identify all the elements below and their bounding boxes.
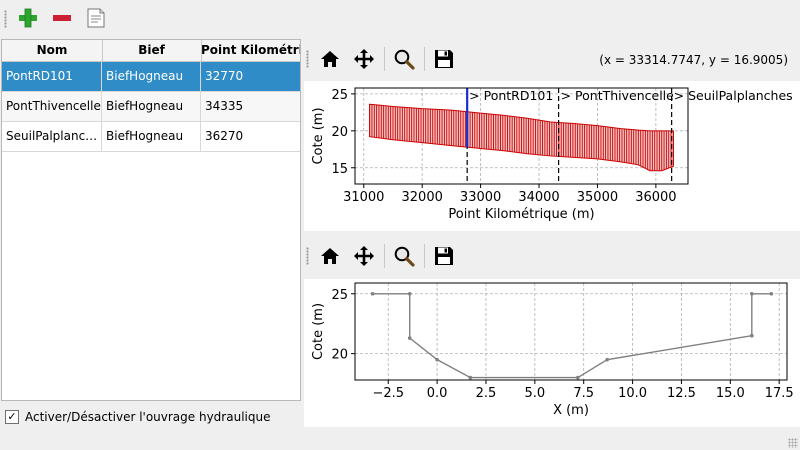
x-tick-label: 36000 (635, 190, 676, 205)
y-tick-label: 25 (331, 288, 348, 303)
cell-nom[interactable]: SeuilPalplanches (2, 122, 102, 151)
y-tick-label: 15 (331, 162, 348, 177)
cross-section-point (435, 357, 439, 362)
home-button[interactable] (318, 47, 342, 71)
table-row[interactable]: PontThivencelle BiefHogneau 34335 (2, 92, 300, 122)
home-icon (321, 51, 339, 67)
column-header-bief[interactable]: Bief (102, 40, 202, 61)
axes-frame (354, 87, 689, 185)
y-tick-label: 20 (331, 125, 348, 140)
zoom-icon (394, 246, 415, 267)
toolbar-separator (424, 244, 425, 268)
table-header: Nom Bief Point Kilométrique (2, 40, 300, 62)
cell-bief[interactable]: BiefHogneau (102, 92, 201, 121)
x-tick-label: 32000 (402, 190, 443, 205)
plot1-toolbar: (x = 33314.7747, y = 16.9005) (304, 40, 800, 78)
x-tick-label: 31000 (343, 190, 384, 205)
table-row[interactable]: PontRD101 BiefHogneau 32770 (2, 62, 300, 92)
pan-icon (354, 246, 374, 266)
toolbar-grip[interactable] (306, 50, 309, 68)
pan-icon (354, 49, 374, 69)
cross-section-point (750, 333, 754, 338)
plus-icon (19, 8, 37, 28)
toolbar-grip[interactable] (306, 247, 309, 265)
toolbar-separator (424, 47, 425, 71)
cell-pk[interactable]: 34335 (205, 99, 244, 113)
cross-section-point (769, 291, 774, 296)
cursor-coordinates: (x = 33314.7747, y = 16.9005) (599, 53, 788, 67)
cross-section-plot[interactable]: −2.5 0.0 2.5 5.0 7.5 10.0 12.5 15.0 17.5 20 25 X (m… (304, 279, 800, 427)
pan-button[interactable] (352, 47, 376, 71)
y-axis-label: Cote (m) (311, 107, 326, 164)
x-tick-label: 10.0 (618, 386, 647, 401)
x-tick-label: 5.0 (524, 386, 545, 401)
toolbar-separator (384, 244, 385, 268)
y-tick-label: 20 (331, 348, 348, 363)
save-figure-button[interactable] (432, 244, 456, 268)
cross-section-point (605, 357, 609, 362)
home-button[interactable] (318, 244, 342, 268)
x-axis-label: X (m) (553, 403, 589, 418)
cell-nom[interactable]: PontThivencelle (2, 92, 102, 121)
minus-icon (53, 15, 71, 21)
x-tick-label: 15.0 (716, 386, 745, 401)
cross-section-line (372, 293, 772, 379)
zoom-icon (394, 49, 415, 70)
table-row[interactable]: SeuilPalplanches BiefHogneau 36270 (2, 122, 300, 152)
cell-bief[interactable]: BiefHogneau (102, 62, 201, 91)
toolbar-separator (384, 47, 385, 71)
longitudinal-profile-canvas[interactable]: > PontRD101 > PontThivencelle > SeuilPalpl… (304, 81, 800, 231)
cross-section-point (468, 375, 473, 380)
x-tick-label: −2.5 (372, 386, 404, 401)
add-button[interactable] (16, 6, 40, 30)
save-icon (435, 50, 453, 68)
x-tick-label: 12.5 (667, 386, 696, 401)
x-tick-label: 35000 (577, 190, 618, 205)
document-icon (87, 8, 105, 28)
axes-frame (354, 282, 788, 381)
structures-table: Nom Bief Point Kilométrique PontRD101 Bi… (1, 39, 301, 401)
cross-section-point (407, 291, 412, 296)
plot2-toolbar (304, 237, 800, 275)
x-tick-label: 0.0 (427, 386, 448, 401)
cross-section-point (370, 291, 375, 296)
x-tick-label: 17.5 (765, 386, 794, 401)
home-icon (321, 248, 339, 264)
save-icon (435, 247, 453, 265)
zoom-button[interactable] (392, 47, 416, 71)
x-tick-label: 33000 (460, 190, 501, 205)
x-tick-label: 7.5 (573, 386, 594, 401)
edit-button[interactable] (84, 6, 108, 30)
window-resize-grip[interactable] (788, 438, 798, 448)
zoom-button[interactable] (392, 244, 416, 268)
cross-section-point (407, 336, 412, 340)
cross-section-point (576, 375, 580, 380)
remove-button[interactable] (50, 6, 74, 30)
toolbar-grip[interactable] (4, 10, 7, 28)
cell-pk[interactable]: 36270 (205, 129, 244, 143)
checkbox-label: Activer/Désactiver l'ouvrage hydraulique (25, 410, 271, 424)
y-tick-label: 25 (331, 88, 348, 103)
y-axis-label: Cote (m) (311, 303, 326, 360)
activate-structure-checkbox[interactable]: ✓ (5, 410, 19, 424)
activate-structure-checkbox-row[interactable]: ✓ Activer/Désactiver l'ouvrage hydrauliq… (5, 409, 270, 425)
cross-section-canvas[interactable]: −2.5 0.0 2.5 5.0 7.5 10.0 12.5 15.0 17.5 20 25 X (m… (304, 279, 800, 427)
x-axis-label: Point Kilométrique (m) (448, 207, 594, 222)
structure-marker-label: > SeuilPalplanches (674, 88, 793, 103)
main-toolbar (0, 0, 800, 36)
save-figure-button[interactable] (432, 47, 456, 71)
cell-bief[interactable]: BiefHogneau (102, 122, 201, 151)
cross-section-point (750, 291, 754, 296)
x-tick-label: 34000 (518, 190, 559, 205)
cell-pk[interactable]: 32770 (205, 69, 244, 83)
cell-nom[interactable]: PontRD101 (2, 62, 102, 91)
pan-button[interactable] (352, 244, 376, 268)
x-tick-label: 2.5 (476, 386, 497, 401)
column-header-pk[interactable]: Point Kilométrique (201, 40, 300, 61)
column-header-nom[interactable]: Nom (2, 40, 103, 61)
structure-marker-label: > PontThivencelle (561, 88, 675, 103)
structure-marker-label: > PontRD101 (469, 88, 553, 103)
longitudinal-profile-plot[interactable]: > PontRD101 > PontThivencelle > SeuilPalpl… (304, 81, 800, 231)
